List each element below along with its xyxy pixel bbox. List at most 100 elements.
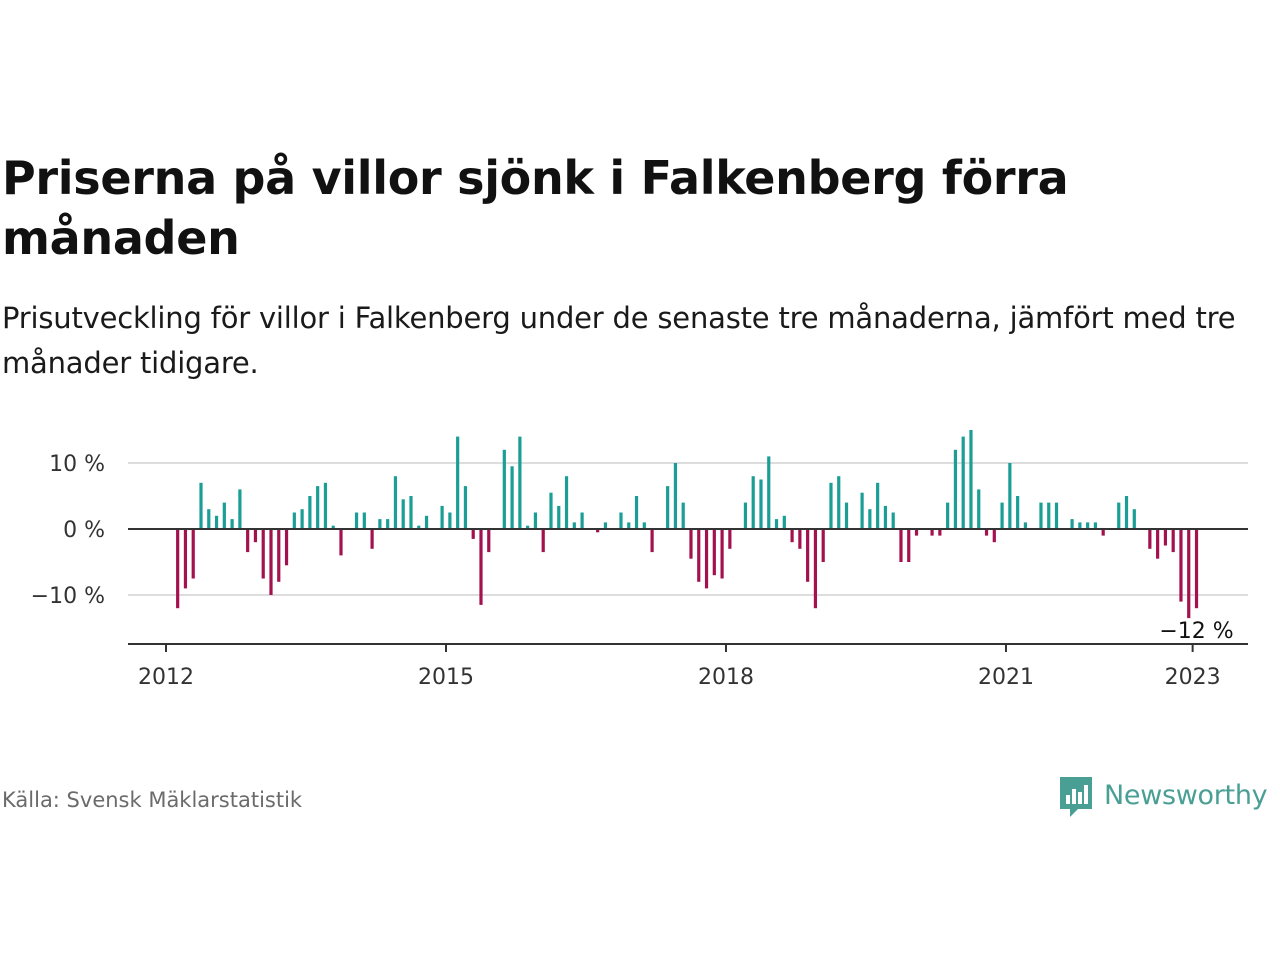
chart-title: Priserna på villor sjönk i Falkenberg fö…: [2, 151, 1069, 265]
chart-subtitle: Prisutveckling för villor i Falkenberg u…: [2, 301, 1236, 380]
bar: [984, 529, 989, 536]
bar: [1148, 529, 1152, 549]
bar: [393, 476, 398, 529]
bar: [191, 529, 195, 579]
bar: [323, 482, 328, 529]
bar-chart: 10 % 0 % −10 % 2012 2015 2018 2021 2023 −12 %: [31, 430, 1248, 690]
bar: [860, 492, 864, 529]
bar: [253, 529, 258, 543]
bar: [751, 476, 755, 529]
bar: [471, 529, 475, 539]
bar: [1163, 529, 1168, 546]
bar: [1047, 502, 1051, 529]
bar: [930, 529, 934, 536]
bar: [1187, 529, 1191, 619]
bar: [378, 519, 382, 529]
bar: [292, 512, 296, 529]
bar: [510, 466, 514, 529]
bar: [914, 529, 919, 536]
bar: [844, 502, 849, 529]
bar: [1086, 522, 1090, 529]
bar: [1093, 522, 1098, 529]
bar: [277, 529, 281, 582]
newsworthy-logo: Newsworthy: [1058, 770, 1268, 820]
bar: [1124, 496, 1129, 529]
bar: [743, 502, 748, 529]
bar: [440, 505, 444, 529]
last-value-label: −12 %: [1159, 619, 1233, 644]
bar: [1039, 502, 1043, 529]
bar: [456, 436, 460, 529]
x-tick-label: 2018: [698, 665, 754, 690]
bar: [992, 529, 996, 543]
bar: [572, 522, 576, 529]
bar: [969, 430, 973, 529]
bar: [627, 522, 631, 529]
bar: [409, 496, 413, 529]
bar: [1016, 496, 1020, 529]
bar: [580, 512, 584, 529]
bar: [308, 496, 312, 529]
bar: [782, 515, 786, 529]
bar: [1054, 502, 1059, 529]
bar: [1000, 502, 1004, 529]
bar: [666, 486, 670, 529]
bar: [424, 515, 429, 529]
bar: [207, 509, 211, 529]
bar: [961, 436, 965, 529]
bar: [603, 522, 608, 529]
bar: [199, 482, 203, 529]
bar: [246, 529, 250, 553]
bar: [339, 529, 343, 556]
bar: [261, 529, 265, 579]
bar: [642, 522, 646, 529]
x-tick-label: 2023: [1165, 665, 1221, 690]
bar: [759, 479, 763, 529]
bar: [883, 505, 888, 529]
bar: [681, 502, 685, 529]
bar: [1078, 522, 1082, 529]
y-tick-label: 10 %: [49, 452, 105, 477]
bar: [907, 529, 911, 562]
bar: [953, 449, 958, 529]
bar: [386, 519, 390, 529]
bar: [448, 512, 452, 529]
bar: [214, 515, 219, 529]
bar: [1101, 529, 1105, 536]
bar: [533, 512, 538, 529]
bar: [704, 529, 709, 589]
logo-text: Newsworthy: [1104, 779, 1268, 811]
bar: [876, 482, 880, 529]
bar: [222, 502, 226, 529]
x-tick-label: 2015: [418, 665, 474, 690]
bar: [720, 529, 724, 579]
x-tick-label: 2012: [138, 665, 194, 690]
bar: [1171, 529, 1175, 553]
bar: [798, 529, 802, 549]
bar: [1132, 509, 1136, 529]
bar: [712, 529, 716, 576]
bar: [697, 529, 701, 582]
bar: [564, 476, 569, 529]
bar: [238, 489, 242, 529]
bar: [176, 529, 180, 609]
bar: [549, 492, 553, 529]
bar: [557, 505, 561, 529]
bar: [354, 512, 359, 529]
x-tick-label: 2021: [978, 665, 1034, 690]
bar: [463, 486, 468, 529]
bar: [1070, 519, 1074, 529]
y-tick-label: 0 %: [63, 518, 105, 543]
bar: [362, 512, 366, 529]
bar: [1008, 463, 1012, 529]
bar: [790, 529, 794, 543]
bar: [230, 519, 234, 529]
bar: [183, 529, 188, 589]
bar: [487, 529, 491, 553]
source-note: Källa: Svensk Mäklarstatistik: [2, 788, 303, 812]
bar: [829, 482, 833, 529]
bar: [619, 512, 623, 529]
bar: [946, 502, 950, 529]
bar: [284, 529, 289, 566]
bar: [596, 529, 600, 533]
